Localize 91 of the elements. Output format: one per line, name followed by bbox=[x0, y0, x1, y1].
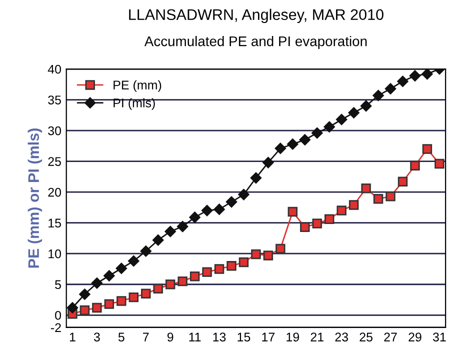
point bbox=[165, 280, 176, 290]
point bbox=[80, 305, 90, 316]
point bbox=[141, 288, 151, 298]
point bbox=[288, 206, 298, 217]
point bbox=[287, 138, 298, 150]
point bbox=[348, 200, 359, 210]
point bbox=[92, 302, 102, 313]
point bbox=[312, 127, 323, 139]
x-tick-label: 5 bbox=[118, 332, 124, 342]
point bbox=[66, 302, 78, 314]
point bbox=[251, 249, 261, 260]
legend-label: PE (mm) bbox=[114, 80, 162, 92]
y-axis-title: PE (mm) or PI (mls) bbox=[28, 128, 42, 268]
point bbox=[250, 172, 262, 184]
point bbox=[384, 83, 396, 94]
point bbox=[116, 296, 126, 306]
point bbox=[226, 196, 238, 208]
point bbox=[238, 188, 250, 200]
point bbox=[176, 220, 188, 232]
point bbox=[409, 70, 421, 82]
y-tick-label: 35 bbox=[48, 96, 61, 104]
point bbox=[189, 212, 200, 223]
point bbox=[164, 226, 176, 238]
x-tick-label: 27 bbox=[384, 332, 397, 342]
point bbox=[299, 134, 310, 146]
point bbox=[422, 69, 433, 80]
legend-label: PI (mls) bbox=[114, 98, 155, 110]
x-tick-label: 9 bbox=[167, 332, 174, 342]
point bbox=[324, 121, 335, 132]
x-tick-label: 15 bbox=[238, 332, 250, 342]
point bbox=[361, 184, 371, 194]
point bbox=[91, 278, 103, 289]
point bbox=[276, 244, 286, 254]
point bbox=[410, 160, 420, 170]
point bbox=[214, 264, 224, 274]
point bbox=[300, 222, 310, 232]
y-tick-label: 25 bbox=[48, 157, 61, 166]
y-tick-label: 40 bbox=[48, 64, 62, 74]
x-tick-label: 21 bbox=[310, 332, 324, 342]
point bbox=[201, 204, 213, 216]
point bbox=[386, 192, 396, 202]
point bbox=[397, 76, 408, 87]
point bbox=[104, 270, 115, 282]
point bbox=[79, 288, 90, 300]
y-tick-label: 30 bbox=[48, 126, 62, 136]
y-tick-label: -2 bbox=[50, 323, 61, 332]
chart-subtitle: Accumulated PE and PI evaporation bbox=[144, 36, 367, 49]
y-tick-label: 15 bbox=[48, 218, 61, 228]
y-tick-label: 5 bbox=[55, 280, 61, 290]
x-tick-label: 11 bbox=[189, 332, 201, 342]
x-tick-label: 19 bbox=[286, 332, 300, 342]
point bbox=[178, 276, 188, 286]
point bbox=[422, 144, 432, 154]
point bbox=[104, 299, 114, 309]
point bbox=[190, 272, 200, 282]
point bbox=[336, 206, 346, 216]
point bbox=[373, 194, 384, 204]
point bbox=[262, 156, 274, 168]
point bbox=[434, 158, 444, 169]
point bbox=[202, 267, 212, 277]
point bbox=[263, 250, 274, 260]
point bbox=[226, 261, 236, 271]
point bbox=[274, 142, 286, 154]
y-tick-label: 20 bbox=[48, 188, 62, 197]
point bbox=[116, 262, 128, 274]
x-tick-label: 3 bbox=[94, 332, 100, 342]
y-tick-label: 10 bbox=[48, 249, 62, 258]
x-tick-label: 23 bbox=[335, 332, 348, 342]
point bbox=[336, 114, 348, 126]
point bbox=[312, 218, 322, 228]
point bbox=[152, 234, 164, 246]
point bbox=[398, 176, 408, 186]
point bbox=[140, 246, 152, 257]
x-tick-label: 13 bbox=[213, 332, 226, 342]
point bbox=[214, 204, 225, 215]
point bbox=[153, 284, 163, 294]
point bbox=[360, 100, 372, 112]
point bbox=[128, 255, 140, 267]
x-tick-label: 31 bbox=[432, 332, 446, 342]
point bbox=[128, 292, 138, 302]
point bbox=[372, 90, 384, 102]
point bbox=[238, 257, 249, 268]
point bbox=[348, 107, 360, 118]
chart-title: LLANSADWRN, Anglesey, MAR 2010 bbox=[129, 8, 384, 24]
x-tick-label: 17 bbox=[262, 332, 275, 342]
y-tick-label: 0 bbox=[55, 310, 62, 320]
x-tick-label: 25 bbox=[360, 332, 372, 342]
point bbox=[324, 214, 334, 224]
x-tick-label: 29 bbox=[408, 332, 422, 342]
x-tick-label: 1 bbox=[70, 332, 76, 342]
x-tick-label: 7 bbox=[143, 332, 149, 342]
